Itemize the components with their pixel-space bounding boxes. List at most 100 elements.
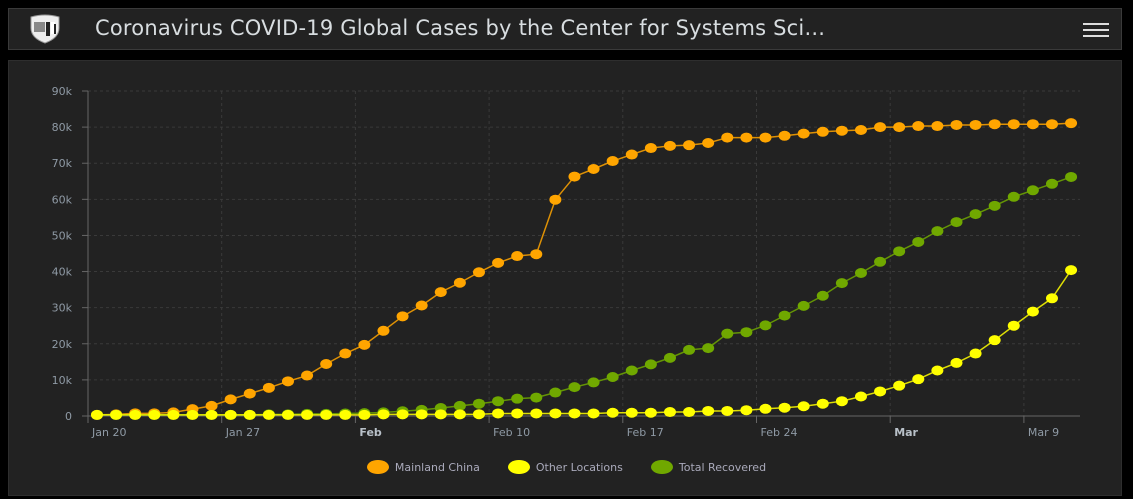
data-point <box>549 387 562 398</box>
data-point <box>950 119 963 130</box>
x-tick-label: Jan 20 <box>91 426 126 439</box>
data-point <box>912 374 925 385</box>
data-point <box>835 278 848 289</box>
data-point <box>969 209 982 220</box>
data-point <box>472 409 485 420</box>
data-point <box>453 400 466 411</box>
data-point <box>644 143 657 154</box>
hamburger-menu-icon[interactable] <box>1083 19 1109 39</box>
data-point <box>587 408 600 419</box>
data-point <box>1065 265 1078 276</box>
data-point <box>854 391 867 402</box>
data-point <box>320 409 333 420</box>
data-point <box>625 365 638 376</box>
data-point <box>988 200 1001 211</box>
chart-panel <box>8 60 1122 496</box>
data-point <box>912 236 925 247</box>
data-point <box>721 132 734 143</box>
data-point <box>759 320 772 331</box>
data-point <box>969 119 982 130</box>
data-point <box>511 408 524 419</box>
data-point <box>568 171 581 182</box>
data-point <box>759 403 772 414</box>
data-point <box>759 132 772 143</box>
data-point <box>243 388 256 399</box>
data-point <box>950 217 963 228</box>
y-tick-label: 40k <box>52 266 73 279</box>
data-point <box>854 125 867 135</box>
data-point <box>874 122 887 133</box>
data-point <box>434 287 447 298</box>
data-point <box>262 409 275 420</box>
y-tick-label: 60k <box>52 193 73 206</box>
legend-item-mainland-china[interactable]: Mainland China <box>366 460 480 474</box>
data-point <box>339 348 352 359</box>
data-point <box>663 352 676 363</box>
data-point <box>186 409 199 420</box>
data-point <box>205 409 218 420</box>
data-point <box>511 251 524 262</box>
x-tick-label: Feb 24 <box>761 426 798 439</box>
data-point <box>854 268 867 278</box>
data-point <box>797 300 810 311</box>
data-point <box>262 382 275 393</box>
data-point <box>816 126 829 137</box>
data-point <box>224 409 237 420</box>
data-point <box>492 257 505 268</box>
data-point <box>492 408 505 419</box>
data-point <box>434 409 447 420</box>
data-point <box>740 405 753 416</box>
data-point <box>377 325 390 336</box>
data-point <box>224 394 237 405</box>
y-tick-label: 0 <box>65 410 72 423</box>
data-point <box>1007 320 1020 331</box>
data-point <box>721 405 734 416</box>
data-point <box>587 377 600 388</box>
y-tick-label: 90k <box>52 85 73 98</box>
jhu-shield-logo-icon <box>30 14 60 44</box>
data-point <box>358 339 371 350</box>
data-point <box>740 132 753 143</box>
app-header: Coronavirus COVID-19 Global Cases by the… <box>8 8 1122 50</box>
data-point <box>1026 185 1039 196</box>
data-point <box>1007 119 1020 130</box>
data-point <box>644 407 657 418</box>
data-point <box>778 310 791 321</box>
y-tick-label: 30k <box>52 302 73 315</box>
legend-marker-icon <box>507 460 530 474</box>
series-line-total-recovered <box>96 176 1072 416</box>
data-point <box>778 130 791 141</box>
data-point <box>530 408 543 419</box>
chart-legend: Mainland China Other Locations Total Rec… <box>0 460 1133 474</box>
legend-label: Mainland China <box>394 460 480 474</box>
data-point <box>893 380 906 391</box>
legend-item-other-locations[interactable]: Other Locations <box>507 460 623 474</box>
data-point <box>950 357 963 368</box>
data-point <box>988 335 1001 346</box>
data-point <box>1026 306 1039 317</box>
data-point <box>415 300 428 311</box>
data-point <box>778 402 791 413</box>
y-tick-label: 20k <box>52 338 73 351</box>
series-line-other-locations <box>96 269 1072 416</box>
data-point <box>683 140 696 151</box>
x-tick-label: Mar 9 <box>1028 426 1059 439</box>
data-point <box>453 409 466 420</box>
legend-item-total-recovered[interactable]: Total Recovered <box>650 460 766 474</box>
data-point <box>549 194 562 205</box>
data-point <box>1045 293 1058 304</box>
data-point <box>396 409 409 420</box>
data-point <box>301 370 314 381</box>
data-point <box>167 409 180 420</box>
data-point <box>110 409 123 420</box>
data-point <box>568 408 581 419</box>
data-point <box>893 246 906 257</box>
data-point <box>339 409 352 420</box>
data-point <box>1065 118 1078 129</box>
data-point <box>396 311 409 322</box>
data-point <box>281 409 294 420</box>
data-point <box>492 396 505 407</box>
data-point <box>702 405 715 416</box>
x-tick-label: Feb 17 <box>627 426 664 439</box>
